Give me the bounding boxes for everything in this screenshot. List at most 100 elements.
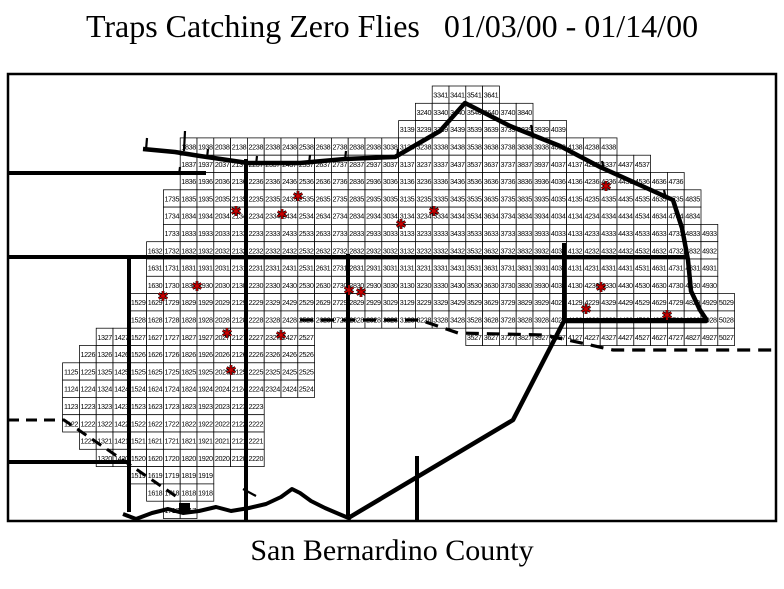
- grid-cell-label: 3136: [400, 177, 415, 186]
- grid-cell-label: 4631: [652, 264, 667, 273]
- grid-cell-label: 2532: [299, 246, 314, 255]
- grid-cell-label: 3030: [383, 281, 398, 290]
- grid-cell-label: 1632: [148, 246, 163, 255]
- grid-cell-label: 2133: [232, 229, 247, 238]
- grid-cell: [717, 327, 735, 346]
- map-border: [6, 72, 778, 523]
- grid-cell-label: 1521: [131, 437, 146, 446]
- grid-cell-label: 2024: [215, 385, 230, 394]
- grid-cell-label: 3139: [400, 125, 415, 134]
- grid-cell-label: 2534: [299, 212, 314, 221]
- grid-cell-label: 3036: [383, 177, 398, 186]
- grid-cell-label: 3539: [467, 125, 482, 134]
- grid-cell-label: 3828: [517, 316, 532, 325]
- grid-cell-label: 2836: [349, 177, 364, 186]
- grid-cell-label: 3338: [433, 143, 448, 152]
- grid-cell-label: 1731: [165, 264, 180, 273]
- grid-cell-label: 4530: [635, 281, 650, 290]
- star-red-arm: [356, 288, 366, 296]
- grid-cell-label: 1924: [198, 385, 213, 394]
- grid-cell-label: 4830: [685, 281, 700, 290]
- grid-cell-label: 1226: [81, 350, 96, 359]
- grid-cell-label: 2038: [215, 143, 230, 152]
- grid-cell-label: 4929: [702, 298, 717, 307]
- grid-cell-label: 3337: [433, 160, 448, 169]
- grid-cell-label: 4033: [551, 229, 566, 238]
- grid-cell-label: 2132: [232, 246, 247, 255]
- grid-cell-label: 1837: [181, 160, 196, 169]
- grid-cell-label: 2124: [232, 385, 247, 394]
- grid-cell-label: 2637: [316, 160, 331, 169]
- grid-cell-label: 2334: [265, 212, 280, 221]
- grid-cell-label: 2026: [215, 350, 230, 359]
- grid-cell-label: 1723: [165, 402, 180, 411]
- grid-cell-label: 2426: [282, 350, 297, 359]
- grid-cell-label: 3732: [501, 246, 516, 255]
- grid-cell-label: 3534: [467, 212, 482, 221]
- grid-cell-label: 2028: [215, 316, 230, 325]
- grid-cell-label: 4729: [669, 298, 684, 307]
- grid-cell-label: 3939: [534, 125, 549, 134]
- grid-cell-label: 3932: [534, 246, 549, 255]
- grid-cell-label: 2125: [232, 367, 247, 376]
- grid-cell-label: 4630: [652, 281, 667, 290]
- grid-cell-label: 2236: [249, 177, 264, 186]
- grid-cell-label: 2730: [333, 281, 348, 290]
- grid-cell-label: 2530: [299, 281, 314, 290]
- grid-cell-label: 2428: [282, 316, 297, 325]
- grid-cell-label: 1323: [97, 402, 112, 411]
- grid-cell-label: 1925: [198, 367, 213, 376]
- grid-cell-label: 1820: [181, 454, 196, 463]
- grid-cell-label: 4432: [618, 246, 633, 255]
- grid-cell-label: 2931: [366, 264, 381, 273]
- grid-cell-label: 4337: [601, 160, 616, 169]
- grid-cell-label: 3831: [517, 264, 532, 273]
- grid-cell-label: 3130: [400, 281, 415, 290]
- grid-cell-label: 3933: [534, 229, 549, 238]
- page-title: Traps Catching Zero Flies 01/03/00 - 01/…: [85, 8, 699, 44]
- grid-cell-label: 4527: [635, 333, 650, 342]
- grid-cell-label: 3829: [517, 298, 532, 307]
- grid-cell-label: 4134: [568, 212, 583, 221]
- grid-cell-label: 2031: [215, 264, 230, 273]
- grid-cell-label: 2735: [333, 194, 348, 203]
- boundary-tick: [600, 160, 606, 171]
- grid-cell-label: 1222: [81, 419, 96, 428]
- grid-cell-label: 3333: [433, 229, 448, 238]
- grid-cell-label: 4834: [685, 212, 700, 221]
- grid-cell-label: 2330: [265, 281, 280, 290]
- grid-cell-label: 3727: [501, 333, 516, 342]
- grid-cell-label: 1825: [181, 367, 196, 376]
- grid-cell-label: 4735: [669, 194, 684, 203]
- grid-cell-label: 2326: [265, 350, 280, 359]
- grid-cell-label: 2935: [366, 194, 381, 203]
- boundary-tick: [177, 166, 182, 176]
- grid-cell-label: 3627: [484, 333, 499, 342]
- grid-cell-label: 3836: [517, 177, 532, 186]
- grid-cell-label: 3529: [467, 298, 482, 307]
- grid-cell-label: 3331: [433, 264, 448, 273]
- grid-cell-label: 2130: [232, 281, 247, 290]
- grid-cell-label: 1529: [131, 298, 146, 307]
- grid-cell-label: 1936: [198, 177, 213, 186]
- grid-cell-label: 4039: [551, 125, 566, 134]
- grid-cell-label: 2631: [316, 264, 331, 273]
- grid-cell-label: 3234: [417, 212, 432, 221]
- grid-cell-label: 2228: [249, 316, 264, 325]
- grid-cell-label: 1628: [148, 316, 163, 325]
- grid-cell-label: 2223: [249, 402, 264, 411]
- grid-cell-label: 3230: [417, 281, 432, 290]
- grid-cell-label: 3441: [450, 91, 465, 100]
- grid-cell-label: 2332: [265, 246, 280, 255]
- grid-cell-label: 3633: [484, 229, 499, 238]
- grid-cell-label: 2329: [265, 298, 280, 307]
- grid-cell-label: 2929: [366, 298, 381, 307]
- grid-cell-label: 4036: [551, 177, 566, 186]
- grid-cell-label: 1326: [97, 350, 112, 359]
- trap-star-marker: [275, 330, 287, 340]
- grid-cell-label: 3638: [484, 143, 499, 152]
- grid-cell-label: 3629: [484, 298, 499, 307]
- grid-cell-label: 3833: [517, 229, 532, 238]
- grid-cell-label: 2032: [215, 246, 230, 255]
